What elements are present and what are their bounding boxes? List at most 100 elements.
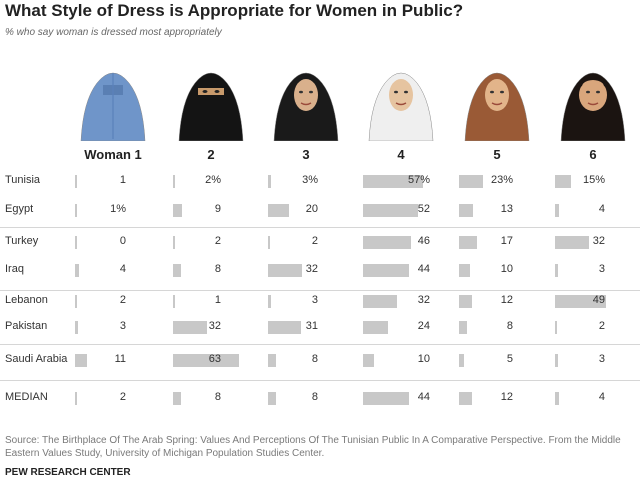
row-label: Pakistan	[5, 320, 48, 332]
data-label: 17	[500, 235, 513, 247]
column-header: Woman 1	[84, 147, 142, 162]
data-label: 15%	[582, 174, 605, 186]
chart-subtitle: % who say woman is dressed most appropri…	[5, 27, 222, 38]
bar	[363, 264, 409, 277]
column-header: 5	[493, 147, 501, 162]
row-label: Turkey	[5, 235, 39, 247]
chart-title: What Style of Dress is Appropriate for W…	[5, 1, 464, 20]
data-label: 1%	[110, 203, 126, 215]
bar	[268, 321, 301, 334]
bar	[268, 295, 271, 308]
bar	[268, 236, 270, 249]
bar	[459, 264, 470, 277]
bar	[173, 392, 181, 405]
data-label: 11	[114, 353, 126, 365]
bar	[459, 204, 473, 217]
bar	[268, 392, 276, 405]
data-label: 12	[500, 391, 513, 403]
data-label: 20	[305, 203, 318, 215]
data-label: 52	[417, 203, 430, 215]
row-label: Lebanon	[5, 294, 48, 306]
bar	[363, 236, 411, 249]
data-label: 32	[417, 294, 430, 306]
data-label: 9	[214, 203, 221, 215]
bar	[459, 175, 483, 188]
bar	[75, 321, 78, 334]
data-label: 2	[119, 294, 126, 306]
bar	[555, 354, 558, 367]
woman-4-white-hijab-icon	[361, 61, 441, 141]
data-label: 2	[214, 235, 221, 247]
bar	[75, 354, 87, 367]
bar	[173, 204, 182, 217]
row-separator	[0, 290, 640, 291]
data-label: 3	[119, 320, 126, 332]
bar	[555, 392, 559, 405]
bar	[459, 354, 464, 367]
credit-line: PEW RESEARCH CENTER	[5, 467, 131, 478]
data-label: 4	[598, 391, 605, 403]
woman-6-uncovered-icon	[553, 61, 633, 141]
woman-5-loose-headscarf-icon	[457, 61, 537, 141]
bar	[555, 204, 559, 217]
data-label: 4	[119, 263, 126, 275]
bar	[459, 295, 472, 308]
bar	[173, 175, 175, 188]
data-label: 8	[311, 391, 318, 403]
data-label: 24	[417, 320, 430, 332]
column-header: 4	[397, 147, 405, 162]
bar	[173, 236, 175, 249]
data-label: 8	[214, 391, 221, 403]
data-label: 32	[208, 320, 221, 332]
data-label: 63	[208, 353, 221, 365]
bar	[459, 321, 467, 334]
bar	[268, 175, 271, 188]
data-label: 44	[417, 391, 430, 403]
bar	[75, 204, 77, 217]
bar	[173, 354, 239, 367]
column-header: 3	[302, 147, 310, 162]
data-label: 31	[305, 320, 318, 332]
bar	[363, 204, 418, 217]
data-label: 13	[500, 203, 513, 215]
bar	[173, 295, 175, 308]
bar	[268, 264, 302, 277]
data-label: 3%	[302, 174, 318, 186]
data-label: 2	[311, 235, 318, 247]
row-separator	[0, 380, 640, 381]
data-label: 4	[598, 203, 605, 215]
bar	[75, 264, 79, 277]
data-label: 10	[500, 263, 513, 275]
data-label: 3	[311, 294, 318, 306]
data-label: 3	[598, 353, 605, 365]
bar	[75, 236, 77, 249]
data-label: 44	[417, 263, 430, 275]
data-label: 8	[506, 320, 513, 332]
data-label: 23%	[490, 174, 513, 186]
data-label: 1	[214, 294, 221, 306]
data-label: 49	[592, 294, 605, 306]
data-label: 8	[214, 263, 221, 275]
data-label: 2%	[205, 174, 221, 186]
row-label: Tunisia	[5, 174, 41, 186]
data-label: 32	[592, 235, 605, 247]
data-label: 57%	[407, 174, 430, 186]
data-label: 10	[417, 353, 430, 365]
bar	[363, 175, 423, 188]
bar	[555, 295, 606, 308]
bar	[459, 392, 472, 405]
row-separator	[0, 344, 640, 345]
row-label: Egypt	[5, 203, 34, 215]
data-label: 5	[506, 353, 513, 365]
source-note: Source: The Birthplace Of The Arab Sprin…	[5, 435, 621, 459]
bar	[75, 295, 77, 308]
data-label: 0	[119, 235, 126, 247]
row-separator	[0, 227, 640, 228]
bar	[268, 354, 276, 367]
bar	[363, 295, 397, 308]
woman-1-burqa-icon	[73, 61, 153, 141]
data-label: 2	[598, 320, 605, 332]
bar	[555, 236, 589, 249]
data-label: 32	[305, 263, 318, 275]
data-label: 12	[500, 294, 513, 306]
